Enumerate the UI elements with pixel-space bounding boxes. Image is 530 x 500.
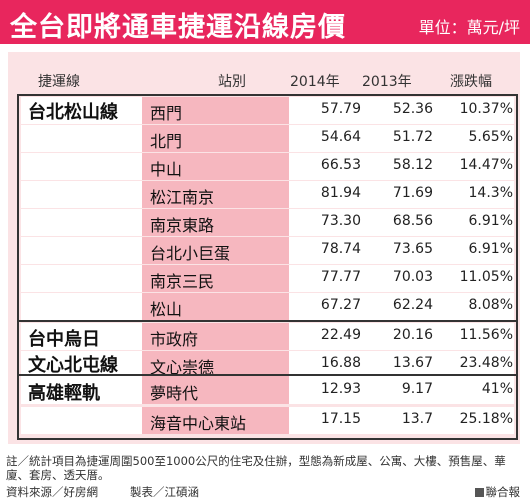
price-change: 41% bbox=[481, 381, 513, 397]
table-row: 松山 67.27 62.24 8.08% bbox=[21, 293, 514, 320]
station-cell bbox=[142, 407, 289, 434]
price-2014: 81.94 bbox=[320, 185, 361, 201]
station-cell bbox=[142, 181, 289, 208]
table-row: 北門 54.64 51.72 5.65% bbox=[21, 125, 514, 152]
table-row: 夢時代 12.93 9.17 41% bbox=[21, 377, 514, 404]
line-name-taichung-wenxin: 文心北屯線 bbox=[28, 355, 118, 376]
brand-square-icon bbox=[474, 488, 484, 497]
price-change: 6.91% bbox=[468, 241, 513, 257]
header-bar: 全台即將通車捷運沿線房價 單位：萬元/坪 bbox=[0, 0, 530, 44]
station-name: 文心崇德 bbox=[150, 358, 215, 377]
price-change: 6.91% bbox=[468, 213, 513, 229]
station-name: 南京東路 bbox=[150, 216, 215, 235]
column-header-2013: 2013年 bbox=[362, 74, 412, 90]
price-2014: 67.27 bbox=[320, 297, 361, 313]
table-row: 西門 57.79 52.36 10.37% bbox=[21, 97, 514, 124]
table-row: 中山 66.53 58.12 14.47% bbox=[21, 153, 514, 180]
station-name: 西門 bbox=[150, 104, 183, 123]
publisher-name: 聯合報 bbox=[485, 485, 521, 499]
price-2014: 17.15 bbox=[320, 411, 361, 427]
price-change: 11.56% bbox=[459, 327, 513, 343]
line-group-kaohsiung bbox=[17, 374, 518, 440]
price-2013: 58.12 bbox=[392, 157, 433, 173]
price-2013: 70.03 bbox=[392, 269, 433, 285]
publisher-brand: 聯合報 bbox=[474, 484, 521, 500]
price-2013: 68.56 bbox=[392, 213, 433, 229]
station-name: 夢時代 bbox=[150, 384, 199, 403]
price-change: 25.18% bbox=[459, 411, 513, 427]
line-name-taipei: 台北松山線 bbox=[28, 102, 118, 123]
station-cell bbox=[142, 265, 289, 292]
station-name: 市政府 bbox=[150, 330, 199, 349]
line-group-taipei bbox=[17, 94, 518, 322]
table-row: 南京三民 77.77 70.03 11.05% bbox=[21, 265, 514, 292]
footnote: 註／統計項目為捷運周圍500至1000公尺的住宅及住辦，型態為新成屋、公寓、大樓… bbox=[6, 454, 506, 482]
station-cell bbox=[142, 323, 289, 350]
table-row: 市政府 22.49 20.16 11.56% bbox=[21, 323, 514, 350]
table-row: 松江南京 81.94 71.69 14.3% bbox=[21, 181, 514, 208]
station-cell bbox=[142, 153, 289, 180]
price-2013: 13.67 bbox=[392, 355, 433, 371]
price-change: 11.05% bbox=[459, 269, 513, 285]
station-cell bbox=[142, 97, 289, 124]
price-2014: 22.49 bbox=[320, 327, 361, 343]
page-title: 全台即將通車捷運沿線房價 bbox=[10, 12, 346, 43]
price-change: 23.48% bbox=[459, 355, 513, 371]
price-2014: 66.53 bbox=[320, 157, 361, 173]
price-2013: 9.17 bbox=[401, 381, 433, 397]
table-row: 台北小巨蛋 78.74 73.65 6.91% bbox=[21, 237, 514, 264]
station-name: 南京三民 bbox=[150, 272, 215, 291]
station-cell bbox=[142, 293, 289, 320]
price-2013: 51.72 bbox=[392, 129, 433, 145]
price-change: 5.65% bbox=[468, 129, 513, 145]
price-2013: 71.69 bbox=[392, 185, 433, 201]
price-2014: 78.74 bbox=[320, 241, 361, 257]
price-2014: 73.30 bbox=[320, 213, 361, 229]
station-name: 海音中心東站 bbox=[150, 414, 247, 433]
station-cell bbox=[142, 351, 289, 378]
table-row: 文心崇德 16.88 13.67 23.48% bbox=[21, 351, 514, 378]
column-header-2014: 2014年 bbox=[290, 74, 340, 90]
column-header-station: 站別 bbox=[218, 74, 246, 90]
station-name: 松山 bbox=[150, 300, 183, 319]
station-name: 台北小巨蛋 bbox=[150, 244, 231, 263]
price-2014: 57.79 bbox=[320, 101, 361, 117]
table-row: 海音中心東站 17.15 13.7 25.18% bbox=[21, 407, 514, 434]
price-2014: 12.93 bbox=[320, 381, 361, 397]
price-2014: 77.77 bbox=[320, 269, 361, 285]
price-change: 10.37% bbox=[459, 101, 513, 117]
line-name-kaohsiung: 高雄輕軌 bbox=[28, 383, 100, 404]
table-credit: 製表／江碩涵 bbox=[130, 485, 199, 499]
price-2014: 54.64 bbox=[320, 129, 361, 145]
station-cell bbox=[142, 125, 289, 152]
price-2014: 16.88 bbox=[320, 355, 361, 371]
station-cell bbox=[142, 377, 289, 404]
station-cell bbox=[142, 237, 289, 264]
price-2013: 52.36 bbox=[392, 101, 433, 117]
station-name: 松江南京 bbox=[150, 188, 215, 207]
column-header-line: 捷運線 bbox=[38, 74, 80, 90]
station-name: 中山 bbox=[150, 160, 183, 179]
price-change: 8.08% bbox=[468, 297, 513, 313]
table-row: 南京東路 73.30 68.56 6.91% bbox=[21, 209, 514, 236]
column-header-change: 漲跌幅 bbox=[450, 74, 492, 90]
price-2013: 73.65 bbox=[392, 241, 433, 257]
price-2013: 13.7 bbox=[401, 411, 433, 427]
unit-label: 單位：萬元/坪 bbox=[418, 18, 520, 37]
price-change: 14.3% bbox=[468, 185, 513, 201]
station-cell bbox=[142, 209, 289, 236]
line-name-taichung-wuri: 台中烏日 bbox=[28, 329, 100, 350]
price-2013: 20.16 bbox=[392, 327, 433, 343]
data-source: 資料來源／好房網 bbox=[6, 485, 98, 499]
price-change: 14.47% bbox=[459, 157, 513, 173]
station-name: 北門 bbox=[150, 132, 183, 151]
price-2013: 62.24 bbox=[392, 297, 433, 313]
